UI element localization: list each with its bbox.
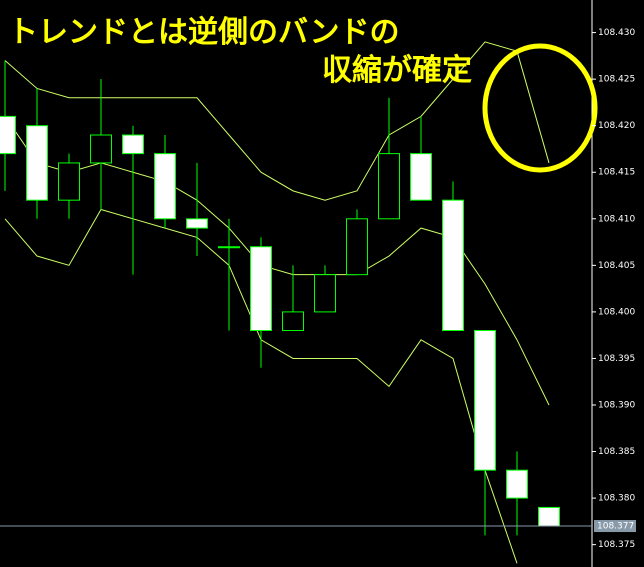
y-tick-label: 108.375	[598, 540, 635, 550]
y-tick-label: 108.380	[598, 494, 635, 504]
annotation: 収縮が確定	[322, 53, 472, 88]
candle-body	[122, 134, 144, 155]
annotation: トレンドとは逆側のバンドの	[8, 15, 400, 50]
candle-body	[474, 330, 496, 471]
candle-body	[250, 246, 272, 332]
band-line	[4, 41, 550, 201]
candle-body	[58, 162, 80, 201]
candle-body	[410, 153, 432, 201]
candle-body	[282, 311, 304, 332]
y-tick-label: 108.395	[598, 354, 635, 364]
candle-body	[314, 274, 336, 313]
y-tick-label: 108.400	[598, 307, 635, 317]
candle-body	[0, 115, 16, 155]
y-tick-label: 108.430	[598, 28, 635, 38]
y-tick-label: 108.425	[598, 75, 635, 85]
candle-body	[538, 506, 560, 527]
y-tick-label: 108.405	[598, 261, 635, 271]
candle-body	[154, 153, 176, 220]
candle-body	[218, 246, 240, 249]
candle-body	[442, 199, 464, 332]
candle-body	[186, 218, 208, 229]
y-tick-label: 108.390	[598, 401, 635, 411]
candle-body	[346, 218, 368, 276]
highlight-circle	[482, 43, 598, 173]
y-tick-label: 108.420	[598, 121, 635, 131]
price-label: 108.377	[597, 522, 634, 532]
y-tick-label: 108.385	[598, 447, 635, 457]
y-tick-label: 108.410	[598, 214, 635, 224]
y-tick-label: 108.415	[598, 168, 635, 178]
price-label-box	[594, 520, 636, 533]
plot	[0, 41, 560, 564]
candle-body	[378, 153, 400, 220]
candle-body	[90, 134, 112, 164]
candle-body	[506, 469, 528, 499]
candle-body	[26, 125, 48, 201]
